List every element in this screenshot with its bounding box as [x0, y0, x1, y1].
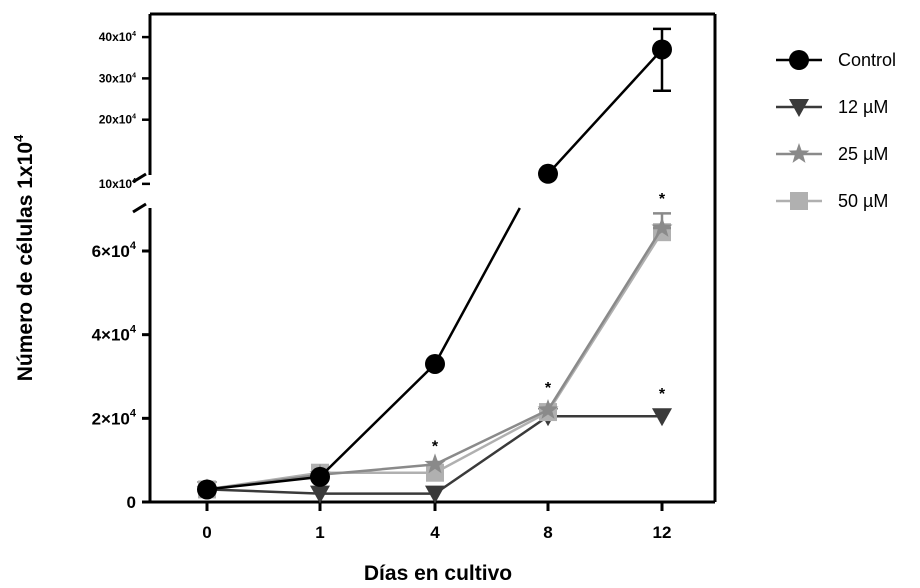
x-tick-label-3: 8: [543, 523, 552, 542]
significance-mark-2: *: [659, 386, 666, 403]
x-tick-label-1: 1: [315, 523, 324, 542]
data-point-2-2: [424, 453, 446, 474]
axis-break-mark-upper: [132, 172, 147, 184]
data-point-0-2: [425, 353, 445, 374]
y-tick-label-upper-0: 10x104: [99, 177, 136, 191]
y-tick-label-lower-0: 0: [127, 493, 136, 512]
y-tick-label-lower-2: 4×104: [92, 324, 137, 345]
data-point-0-3: [538, 163, 558, 184]
y-axis-title-main: Número de células 1x10: [14, 142, 37, 381]
data-point-0-1: [310, 466, 330, 487]
x-tick-label-2: 4: [430, 523, 440, 542]
y-tick-label-lower-1-exponent: 4: [130, 407, 137, 419]
series-line-upper-0: [539, 48, 663, 177]
legend-item-1: 12 µM: [776, 97, 888, 117]
y-tick-label-upper-1-mantissa: 20x10: [99, 113, 133, 127]
data-point-1-2: [425, 485, 445, 504]
y-tick-label-upper-0-exponent: 4: [132, 178, 136, 185]
data-point-2-4: [651, 217, 673, 237]
y-tick-label-upper-2: 30x104: [99, 71, 136, 85]
data-point-0-0: [197, 479, 217, 500]
y-tick-label-lower-0-mantissa: 0: [127, 493, 136, 512]
y-tick-label-upper-3: 40x104: [99, 30, 136, 44]
series-0: [197, 27, 672, 500]
significance-mark-3: *: [659, 191, 666, 208]
x-tick-label-0: 0: [202, 523, 211, 542]
y-tick-label-upper-3-mantissa: 40x10: [99, 30, 133, 44]
series-layer: [196, 27, 673, 504]
legend-label-1: 12 µM: [838, 97, 888, 117]
legend-item-2: 25 µM: [776, 143, 888, 164]
significance-mark-1: *: [545, 380, 552, 397]
y-tick-label-lower-3-exponent: 4: [130, 240, 137, 252]
y-tick-label-lower-3: 6×104: [92, 240, 137, 261]
y-tick-label-lower-2-mantissa: 4×10: [92, 326, 130, 345]
y-tick-label-upper-1: 20x104: [99, 113, 136, 127]
data-point-1-4: [652, 408, 672, 427]
legend-item-0: Control: [776, 50, 896, 70]
significance-mark-0: *: [432, 438, 439, 455]
y-tick-label-upper-0-mantissa: 10x10: [99, 177, 133, 191]
axis-break-mark-lower: [132, 202, 147, 214]
data-point-2-3: [537, 399, 559, 419]
legend-item-3: 50 µM: [776, 191, 888, 211]
x-ticks: 0 1 4 8 12: [202, 502, 671, 542]
significance-marks: * * * *: [432, 191, 666, 455]
y-tick-label-upper-2-exponent: 4: [132, 72, 136, 79]
y-tick-label-upper-3-exponent: 4: [132, 31, 136, 38]
y-tick-label-upper-2-mantissa: 30x10: [99, 71, 133, 85]
series-line-0: [206, 207, 521, 491]
y-axis-title: Número de células 1x104: [11, 134, 37, 381]
legend-marker-1: [789, 99, 809, 117]
data-point-1-1: [310, 485, 330, 504]
legend-marker-2: [788, 143, 810, 163]
legend-label-2: 25 µM: [838, 144, 888, 164]
y-tick-label-lower-2-exponent: 4: [130, 324, 137, 336]
x-axis-title: Días en cultivo: [364, 562, 512, 585]
legend-label-3: 50 µM: [838, 191, 888, 211]
y-tick-label-lower-3-mantissa: 6×10: [92, 242, 130, 261]
legend-label-0: Control: [838, 50, 896, 70]
y-tick-label-lower-1-mantissa: 2×10: [92, 409, 130, 428]
y-axis-title-exponent: 4: [11, 134, 26, 142]
legend: Control 12 µM 25 µM 50 µM: [776, 50, 896, 211]
x-tick-label-4: 12: [653, 523, 672, 542]
data-point-0-4: [652, 39, 672, 60]
legend-marker-3: [790, 192, 808, 210]
y-tick-label-lower-1: 2×104: [92, 407, 137, 428]
y-tick-label-upper-1-exponent: 4: [132, 114, 136, 121]
plot-frame: [132, 12, 717, 504]
legend-marker-0: [789, 50, 809, 70]
